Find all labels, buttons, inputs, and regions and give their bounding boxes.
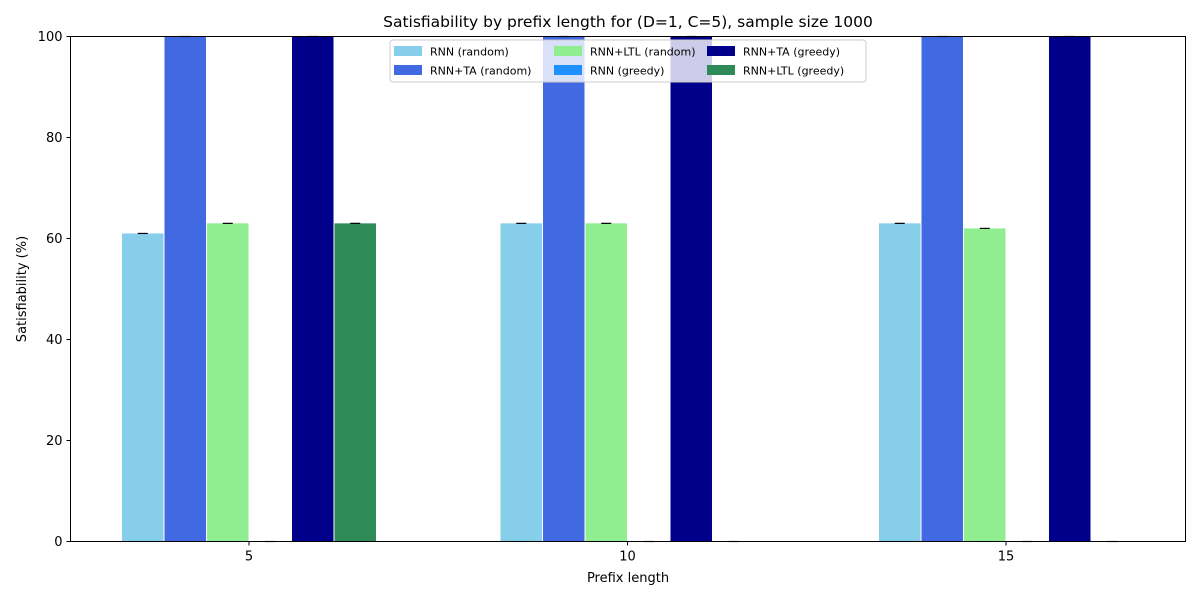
legend-swatch — [394, 65, 422, 75]
bar-series-4-cat-2 — [1049, 36, 1091, 542]
y-axis-label: Satisfiability (%) — [15, 236, 30, 342]
legend-swatch — [707, 46, 735, 56]
legend-label: RNN+TA (greedy) — [743, 46, 840, 59]
bar-series-1-cat-2 — [921, 36, 963, 542]
bar-series-4-cat-1 — [670, 36, 712, 542]
bar-series-2-cat-1 — [585, 223, 627, 542]
bar-series-0-cat-0 — [122, 233, 164, 542]
y-tick-label: 0 — [54, 535, 62, 550]
y-tick-label: 20 — [46, 434, 63, 449]
bar-series-2-cat-0 — [207, 223, 249, 542]
legend-swatch — [554, 65, 582, 75]
bar-series-4-cat-0 — [292, 36, 334, 542]
x-axis-label: Prefix length — [587, 571, 669, 586]
bar-series-0-cat-2 — [879, 223, 921, 542]
x-tick-label: 15 — [998, 550, 1015, 565]
legend: RNN (random) RNN+TA (random) RNN+LTL (rand… — [389, 39, 867, 83]
bar-series-5-cat-0 — [334, 223, 376, 542]
x-tick-label: 5 — [245, 550, 253, 565]
y-tick-label: 100 — [38, 30, 63, 45]
y-tick-label: 60 — [46, 232, 63, 247]
legend-swatch — [394, 46, 422, 56]
legend-label: RNN+LTL (greedy) — [743, 65, 844, 78]
legend-label: RNN (random) — [430, 46, 509, 59]
bar-series-1-cat-0 — [164, 36, 206, 542]
legend-label: RNN+TA (random) — [430, 65, 531, 78]
y-axis: 0 20 40 60 80 100 — [38, 30, 71, 550]
legend-label: RNN (greedy) — [590, 65, 664, 78]
y-tick-label: 80 — [46, 131, 63, 146]
y-tick-label: 40 — [46, 333, 63, 348]
chart-title: Satisfiability by prefix length for (D=1… — [383, 13, 873, 31]
x-axis: 5 10 15 — [245, 541, 1015, 565]
legend-swatch — [554, 46, 582, 56]
x-tick-label: 10 — [619, 550, 636, 565]
legend-box — [389, 39, 867, 83]
bar-series-1-cat-1 — [543, 36, 585, 542]
legend-swatch — [707, 65, 735, 75]
bar-series-0-cat-1 — [500, 223, 542, 542]
bars-layer — [122, 36, 1091, 542]
bar-series-2-cat-2 — [964, 228, 1006, 542]
legend-label: RNN+LTL (random) — [590, 46, 696, 59]
